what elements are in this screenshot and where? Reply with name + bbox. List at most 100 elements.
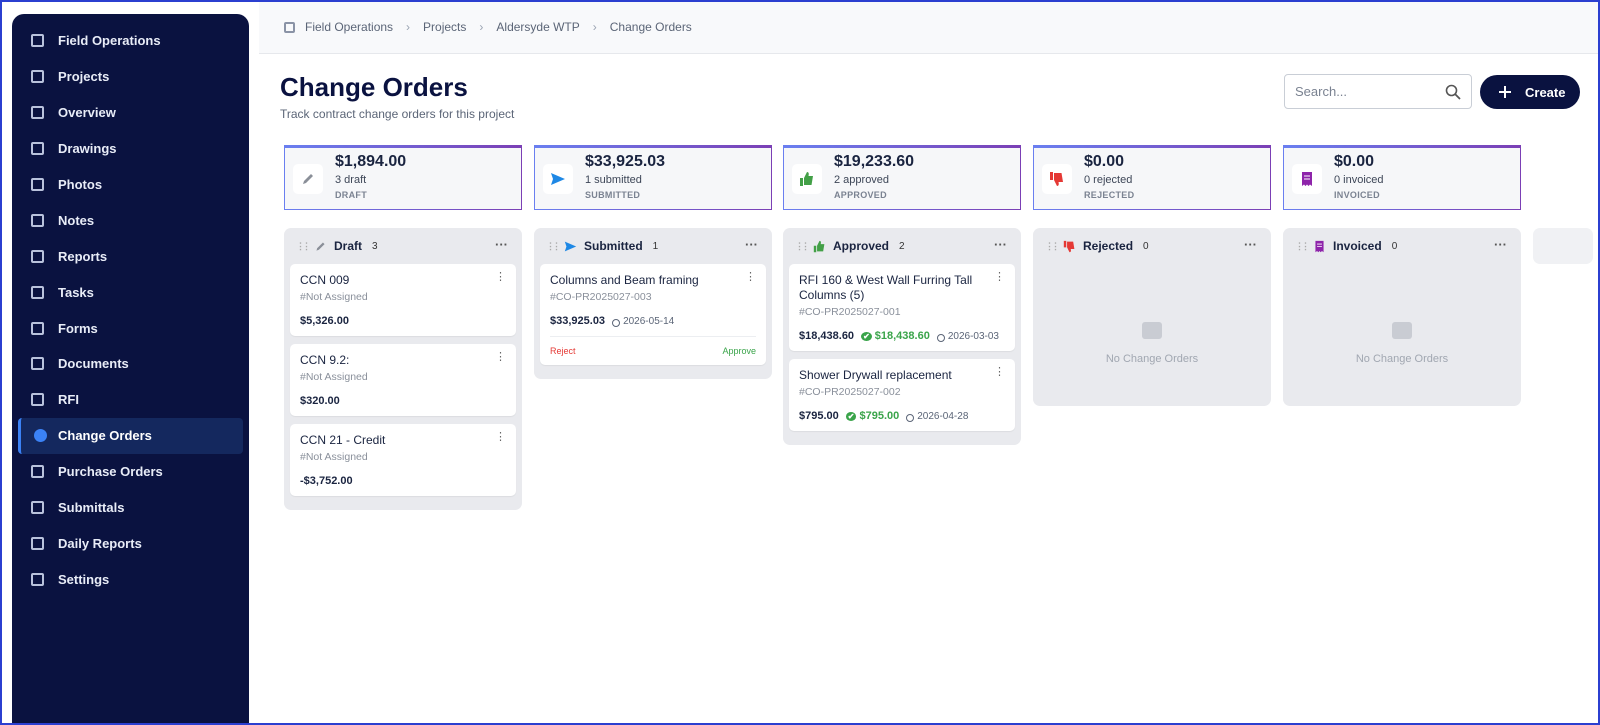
- column-title: Approved: [833, 239, 890, 253]
- card-menu[interactable]: ⋮: [495, 431, 506, 443]
- drag-handle: ⋮⋮: [795, 240, 810, 251]
- card-menu[interactable]: ⋮: [994, 271, 1005, 283]
- nav-item[interactable]: Settings: [18, 561, 243, 597]
- change-order-card[interactable]: ⋮ Columns and Beam framing #CO-PR2025027-0…: [540, 264, 766, 365]
- nav-item[interactable]: Change Orders: [18, 417, 243, 454]
- nav-item[interactable]: Purchase Orders: [18, 454, 243, 490]
- drag-handle: ⋮⋮: [546, 240, 561, 251]
- nav-item[interactable]: Drawings: [18, 131, 243, 167]
- card-values: -$3,752.00: [300, 475, 506, 487]
- change-order-card[interactable]: ⋮ CCN 009 #Not Assigned $5,326.00: [290, 264, 516, 336]
- top-bar: [259, 2, 1598, 53]
- nav-item[interactable]: Overview: [18, 95, 243, 131]
- nav-label: Submittals: [58, 500, 125, 516]
- status-icon: [551, 173, 565, 185]
- breadcrumb-item[interactable]: Projects: [423, 20, 467, 34]
- plus-icon: [1499, 86, 1511, 98]
- empty-text: No Change Orders: [1355, 353, 1449, 365]
- change-order-card[interactable]: ⋮ CCN 21 - Credit #Not Assigned -$3,752.00: [290, 424, 516, 496]
- column-menu[interactable]: ···: [495, 237, 508, 252]
- nav-item[interactable]: Notes: [18, 202, 243, 238]
- divider: [259, 53, 1598, 54]
- card-ref: #CO-PR2025027-001: [799, 306, 901, 318]
- nav-label: Drawings: [58, 141, 117, 157]
- nav-item[interactable]: Documents: [18, 346, 243, 382]
- nav-item[interactable]: RFI: [18, 382, 243, 418]
- status-icon: [1315, 240, 1324, 252]
- card-title: Shower Drywall replacement: [799, 368, 952, 382]
- column-title: Draft: [334, 239, 363, 253]
- create-label: Create: [1525, 85, 1566, 100]
- column-menu[interactable]: ···: [1244, 237, 1257, 252]
- clock-icon: [906, 413, 915, 422]
- column-menu[interactable]: ···: [1494, 237, 1507, 252]
- summary-label: APPROVED: [834, 190, 887, 200]
- breadcrumb-item[interactable]: Aldersyde WTP: [496, 20, 580, 34]
- partial-column: [1533, 228, 1593, 264]
- date-text: 2026-04-28: [917, 410, 969, 422]
- card-menu[interactable]: ⋮: [994, 366, 1005, 378]
- status-icon: [1050, 172, 1063, 186]
- card-menu[interactable]: ⋮: [745, 271, 756, 283]
- nav-item[interactable]: Forms: [18, 310, 243, 346]
- nav-item[interactable]: Submittals: [18, 490, 243, 526]
- change-order-card[interactable]: ⋮ Shower Drywall replacement #CO-PR2025027…: [789, 359, 1015, 431]
- approved-amount: ✔ $18,438.60: [861, 330, 930, 342]
- nav-icon: [31, 465, 44, 479]
- summary-count: 3 draft: [335, 174, 367, 186]
- nav-item[interactable]: Daily Reports: [18, 525, 243, 561]
- card-date: 2026-03-03: [936, 330, 999, 342]
- summary-label: INVOICED: [1334, 190, 1380, 200]
- summary-card: $1,894.00 3 draft DRAFT: [284, 145, 522, 210]
- card-actions: Reject Approve: [550, 336, 756, 356]
- nav-item[interactable]: Reports: [18, 238, 243, 274]
- change-order-card[interactable]: ⋮ RFI 160 & West Wall Furring Tall Column…: [789, 264, 1015, 351]
- card-values: $795.00 ✔ $795.00 2026-04-28: [799, 410, 1005, 422]
- drag-handle: ⋮⋮: [1045, 240, 1060, 251]
- nav-icon: [31, 536, 44, 550]
- card-menu[interactable]: ⋮: [495, 351, 506, 363]
- summary-card: $33,925.03 1 submitted SUBMITTED: [534, 145, 772, 210]
- nav-item[interactable]: Projects: [18, 59, 243, 95]
- empty-state: No Change Orders: [1289, 264, 1515, 400]
- approved-amount: ✔ $795.00: [845, 410, 899, 422]
- nav-item[interactable]: Tasks: [18, 274, 243, 310]
- clock-icon: [936, 333, 945, 342]
- breadcrumb-separator: ›: [406, 20, 411, 34]
- breadcrumb: Field Operations › Projects › Aldersyde WTP ›…: [284, 20, 692, 34]
- nav-label: Change Orders: [58, 428, 152, 444]
- drag-handle: ⋮⋮: [1295, 240, 1310, 251]
- kanban-column: ⋮⋮ Draft 3 ··· ⋮ CCN 009 #Not Assigned $5,326.0…: [284, 228, 522, 510]
- nav-item[interactable]: Field Operations: [18, 23, 243, 59]
- approve-button[interactable]: Approve: [722, 346, 756, 356]
- card-values: $5,326.00: [300, 315, 506, 327]
- create-button[interactable]: Create: [1480, 75, 1580, 109]
- card-title: CCN 21 - Credit: [300, 433, 386, 447]
- card-menu[interactable]: ⋮: [495, 271, 506, 283]
- nav-item[interactable]: Photos: [18, 167, 243, 203]
- breadcrumb-item[interactable]: Field Operations: [305, 20, 394, 34]
- card-title: CCN 009: [300, 273, 350, 287]
- summary-count: 0 invoiced: [1334, 174, 1384, 186]
- card-ref: #CO-PR2025027-002: [799, 386, 901, 398]
- reject-button[interactable]: Reject: [550, 346, 576, 356]
- status-icon: [316, 241, 325, 251]
- breadcrumb-separator: ›: [479, 20, 484, 34]
- column-title: Rejected: [1083, 239, 1134, 253]
- nav-label: Settings: [58, 571, 110, 587]
- column-menu[interactable]: ···: [994, 237, 1007, 252]
- search-input[interactable]: Search...: [1284, 74, 1472, 109]
- column-menu[interactable]: ···: [745, 237, 758, 252]
- change-order-card[interactable]: ⋮ CCN 9.2: #Not Assigned $320.00: [290, 344, 516, 416]
- date-text: 2026-03-03: [947, 330, 999, 342]
- empty-text: No Change Orders: [1105, 353, 1199, 365]
- summary-amount: $1,894.00: [335, 153, 407, 170]
- nav-icon: [31, 213, 44, 227]
- nav-icon: [31, 501, 44, 515]
- summary-icon: [1292, 164, 1322, 194]
- nav-label: RFI: [58, 392, 79, 408]
- column-count: 2: [899, 240, 905, 252]
- summary-count: 1 submitted: [585, 174, 642, 186]
- card-amount: $33,925.03: [550, 315, 606, 327]
